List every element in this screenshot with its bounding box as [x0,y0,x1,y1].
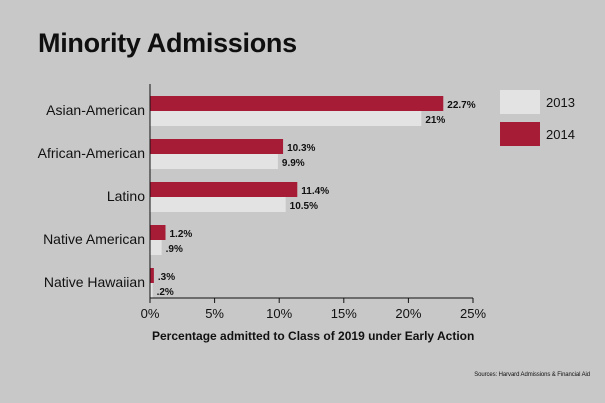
data-label: .2% [157,287,174,298]
bar-2014 [150,268,154,283]
x-axis-title: Percentage admitted to Class of 2019 und… [152,329,475,343]
data-label: 21% [425,115,445,126]
bar-2013 [150,197,286,212]
legend-swatch-2014 [500,122,540,146]
legend-label-2013: 2013 [546,95,575,110]
x-tick-label: 0% [141,306,160,321]
x-tick-label: 20% [395,306,421,321]
bar-2013 [150,283,153,298]
bars-layer: Asian-American 22.7%21% African-American 10… [38,96,476,298]
bar-2014 [150,225,166,240]
legend-label-2014: 2014 [546,127,575,142]
category-label: Native Hawaiian [44,274,145,290]
x-tick-label: 15% [331,306,357,321]
data-label: 10.5% [290,201,318,212]
data-label: .9% [166,244,183,255]
category-label: Native American [43,231,145,247]
category-label: Asian-American [46,102,145,118]
x-tick-label: 5% [205,306,224,321]
legend-swatch-2013 [500,90,540,114]
data-label: 1.2% [170,229,193,240]
data-label: .3% [158,272,175,283]
category-label: Latino [107,188,145,204]
bar-2013 [150,111,422,126]
legend: 2013 2014 [500,90,575,146]
bar-2013 [150,154,278,169]
data-label: 10.3% [287,143,315,154]
x-axis: 0% 5% 10% 15% 20% 25% [141,84,486,321]
data-label: 22.7% [447,100,475,111]
bar-2014 [150,139,284,154]
source-note: Sources: Harvard Admissions & Financial … [474,372,590,378]
x-tick-label: 25% [460,306,486,321]
data-label: 11.4% [301,186,329,197]
chart-title: Minority Admissions [38,28,297,58]
category-label: African-American [38,145,145,161]
bar-2014 [150,182,298,197]
x-tick-label: 10% [266,306,292,321]
data-label: 9.9% [282,158,305,169]
bar-2014 [150,96,444,111]
bar-2013 [150,240,162,255]
